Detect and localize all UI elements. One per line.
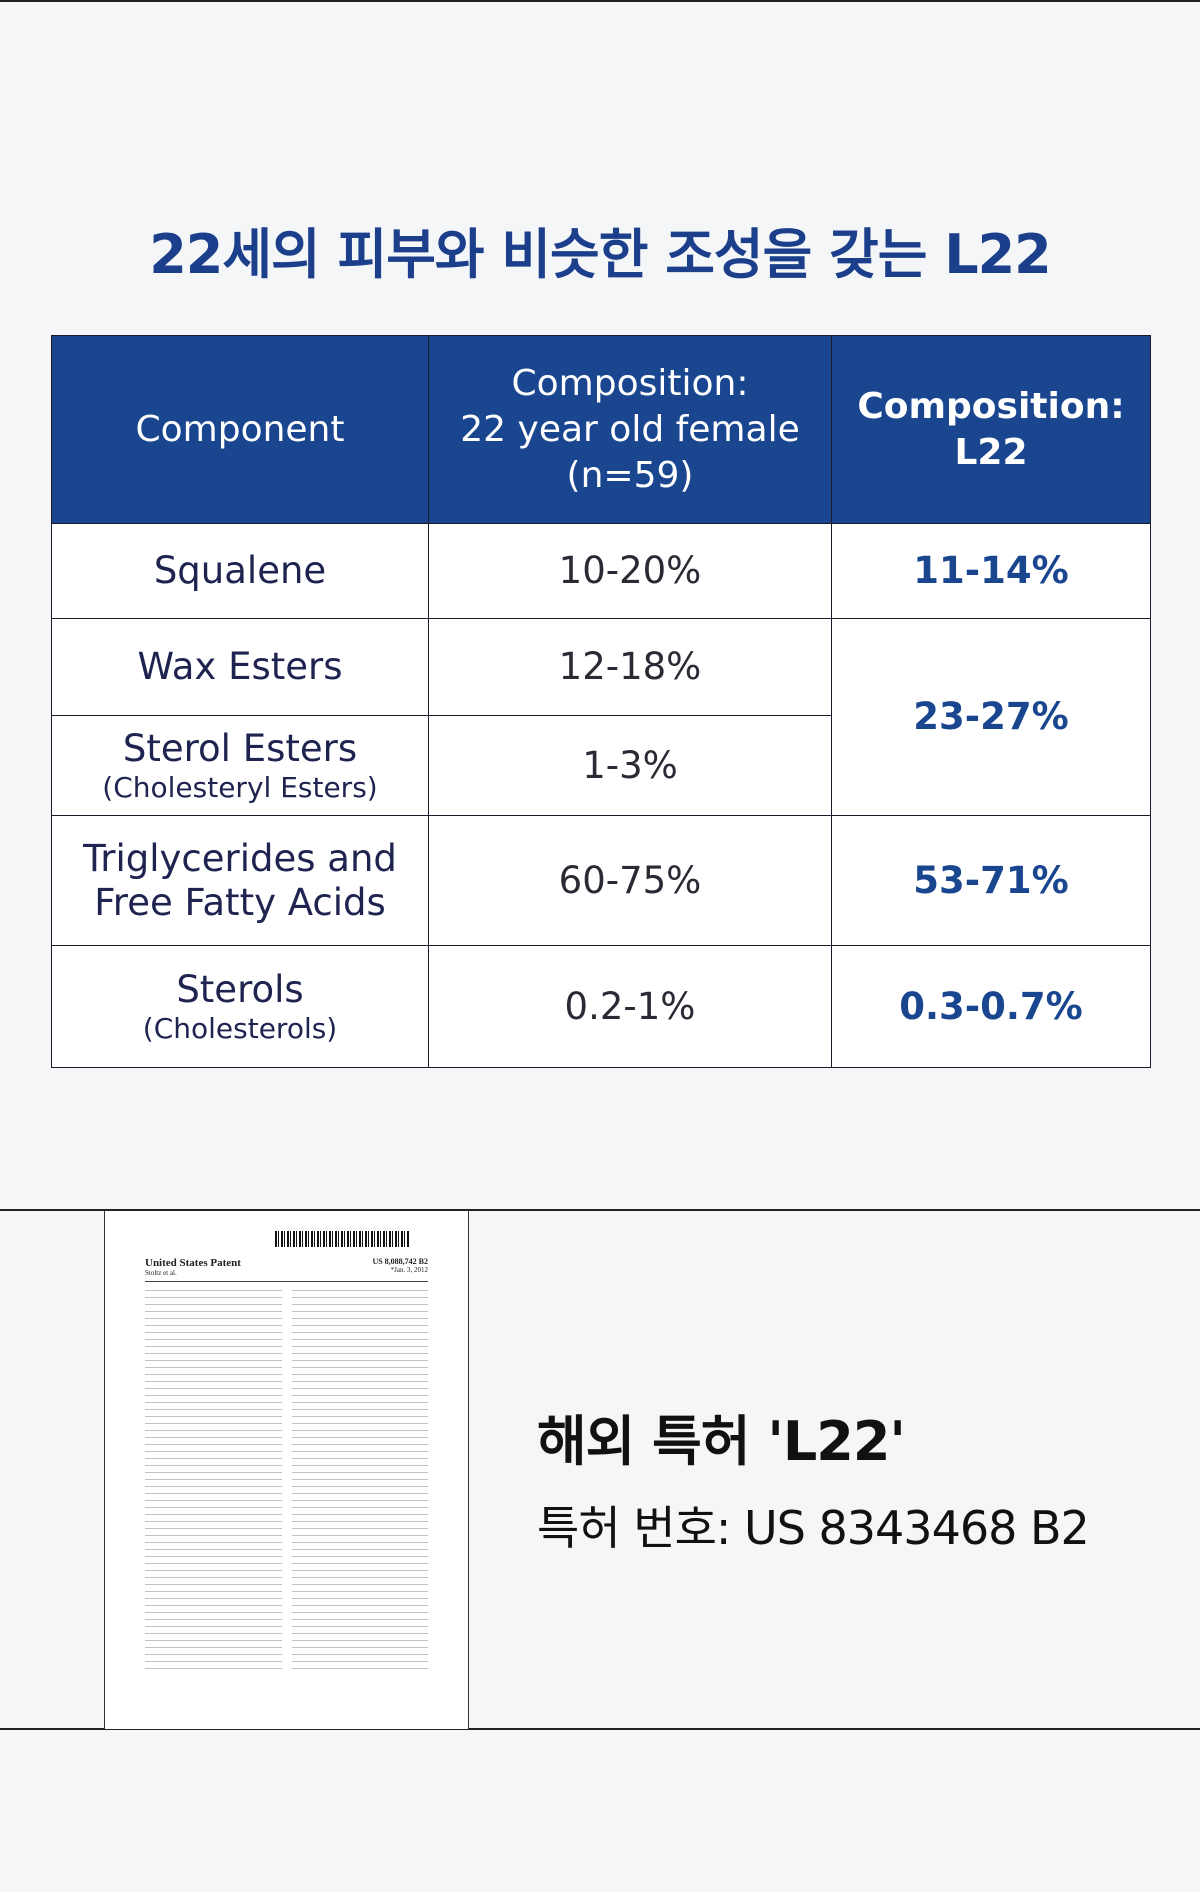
patent-number: 특허 번호: US 8343468 B2 (537, 1501, 1090, 1555)
component-cell: Sterol Esters (Cholesteryl Esters) (51, 715, 429, 816)
composition-table: Component Composition: 22 year old femal… (51, 335, 1151, 1068)
patent-title: 해외 특허 'L22' (537, 1410, 906, 1473)
l22-value: 0.3-0.7% (831, 945, 1151, 1068)
female-value: 10-20% (428, 523, 832, 619)
component-cell: Wax Esters (51, 618, 429, 716)
female-value: 1-3% (428, 715, 832, 816)
female-value: 12-18% (428, 618, 832, 716)
patent-document-image: United States Patent Stoltz et al. US 8,0… (104, 1211, 469, 1729)
barcode (275, 1231, 410, 1247)
table-row: Wax Esters 12-18% 23-27% (51, 618, 1151, 816)
table-header-row: Component Composition: 22 year old femal… (51, 335, 1151, 524)
divider (0, 1728, 1200, 1730)
component-cell: Triglycerides and Free Fatty Acids (51, 815, 429, 946)
component-cell: Squalene (51, 523, 429, 619)
female-value: 60-75% (428, 815, 832, 946)
page-title: 22세의 피부와 비슷한 조성을 갖는 L22 (149, 223, 1052, 286)
header-l22: Composition: L22 (831, 335, 1151, 524)
l22-value: 23-27% (831, 618, 1151, 816)
header-component: Component (51, 335, 429, 524)
l22-value: 53-71% (831, 815, 1151, 946)
l22-value: 11-14% (831, 523, 1151, 619)
table-row: Squalene 10-20% 11-14% (51, 523, 1151, 619)
table-row: Triglycerides and Free Fatty Acids 60-75… (51, 815, 1151, 946)
header-female: Composition: 22 year old female (n=59) (428, 335, 832, 524)
female-value: 0.2-1% (428, 945, 832, 1068)
table-row: Sterols (Cholesterols) 0.2-1% 0.3-0.7% (51, 945, 1151, 1068)
component-cell: Sterols (Cholesterols) (51, 945, 429, 1068)
divider (0, 1209, 1200, 1211)
